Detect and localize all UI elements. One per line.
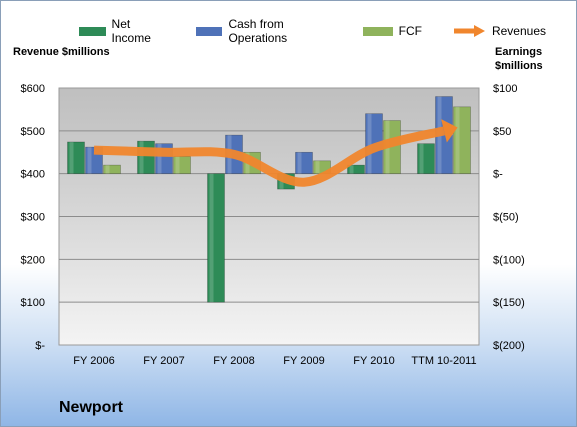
bar bbox=[347, 164, 365, 174]
right-tick-label: $(100) bbox=[493, 254, 525, 266]
left-tick-label: $400 bbox=[21, 169, 45, 181]
left-tick-label: $200 bbox=[21, 254, 45, 266]
left-tick-label: $300 bbox=[21, 212, 45, 224]
bar-highlight bbox=[209, 173, 214, 303]
left-axis-title: Revenue $millions bbox=[13, 46, 110, 58]
bar-highlight bbox=[455, 106, 460, 174]
bar-highlight bbox=[157, 143, 162, 174]
bar bbox=[207, 173, 225, 303]
bar bbox=[453, 106, 471, 174]
x-tick-label: FY 2007 bbox=[143, 355, 184, 367]
right-axis-title: Earnings $millions bbox=[495, 46, 543, 72]
bar bbox=[417, 143, 435, 174]
bar bbox=[295, 151, 313, 174]
right-tick-label: $(200) bbox=[493, 340, 525, 352]
legend-item-fcf: FCF bbox=[362, 17, 422, 45]
x-tick-label: TTM 10-2011 bbox=[411, 355, 476, 367]
legend-label-fcf: FCF bbox=[398, 24, 422, 38]
left-tick-label: $500 bbox=[21, 126, 45, 138]
bar-highlight bbox=[87, 147, 92, 174]
bar-highlight bbox=[297, 152, 302, 174]
bar-highlight bbox=[69, 141, 74, 174]
bar-highlight bbox=[367, 113, 372, 174]
left-tick-label: $- bbox=[35, 340, 45, 352]
legend-swatch-fcf bbox=[362, 26, 393, 36]
right-tick-label: $50 bbox=[493, 126, 511, 138]
right-tick-label: $- bbox=[493, 169, 503, 181]
x-tick-label: FY 2010 bbox=[353, 355, 394, 367]
bar bbox=[67, 141, 85, 174]
legend-item-revenues: Revenues bbox=[452, 17, 546, 45]
right-tick-label: $100 bbox=[493, 83, 517, 95]
legend: Net Income Cash from Operations FCF Reve… bbox=[79, 17, 576, 45]
revenue-arrowhead bbox=[441, 119, 458, 143]
bar bbox=[103, 164, 121, 174]
bar-highlight bbox=[419, 143, 424, 174]
legend-label-net-income: Net Income bbox=[111, 17, 151, 45]
legend-swatch-net-income bbox=[79, 26, 106, 36]
bar-highlight bbox=[175, 156, 180, 174]
company-name: Newport bbox=[59, 399, 123, 416]
x-tick-label: FY 2009 bbox=[283, 355, 324, 367]
right-tick-label: $(150) bbox=[493, 297, 525, 309]
legend-label-revenues: Revenues bbox=[491, 24, 546, 38]
legend-arrow-icon bbox=[453, 25, 485, 37]
bar-highlight bbox=[315, 160, 320, 174]
legend-label-cash-from-operations: Cash from Operations bbox=[228, 17, 288, 45]
x-tick-label: FY 2006 bbox=[73, 355, 114, 367]
bar-highlight bbox=[105, 165, 110, 174]
revenue-line bbox=[93, 126, 446, 187]
bar-highlight bbox=[139, 141, 144, 174]
left-tick-label: $100 bbox=[21, 297, 45, 309]
legend-swatch-cash-from-operations bbox=[195, 26, 223, 36]
right-tick-label: $(50) bbox=[493, 212, 519, 224]
x-tick-label: FY 2008 bbox=[213, 355, 254, 367]
legend-item-cash-from-operations: Cash from Operations bbox=[195, 17, 333, 45]
left-tick-label: $600 bbox=[21, 83, 45, 95]
legend-item-net-income: Net Income bbox=[79, 17, 166, 45]
bar-highlight bbox=[349, 165, 354, 174]
